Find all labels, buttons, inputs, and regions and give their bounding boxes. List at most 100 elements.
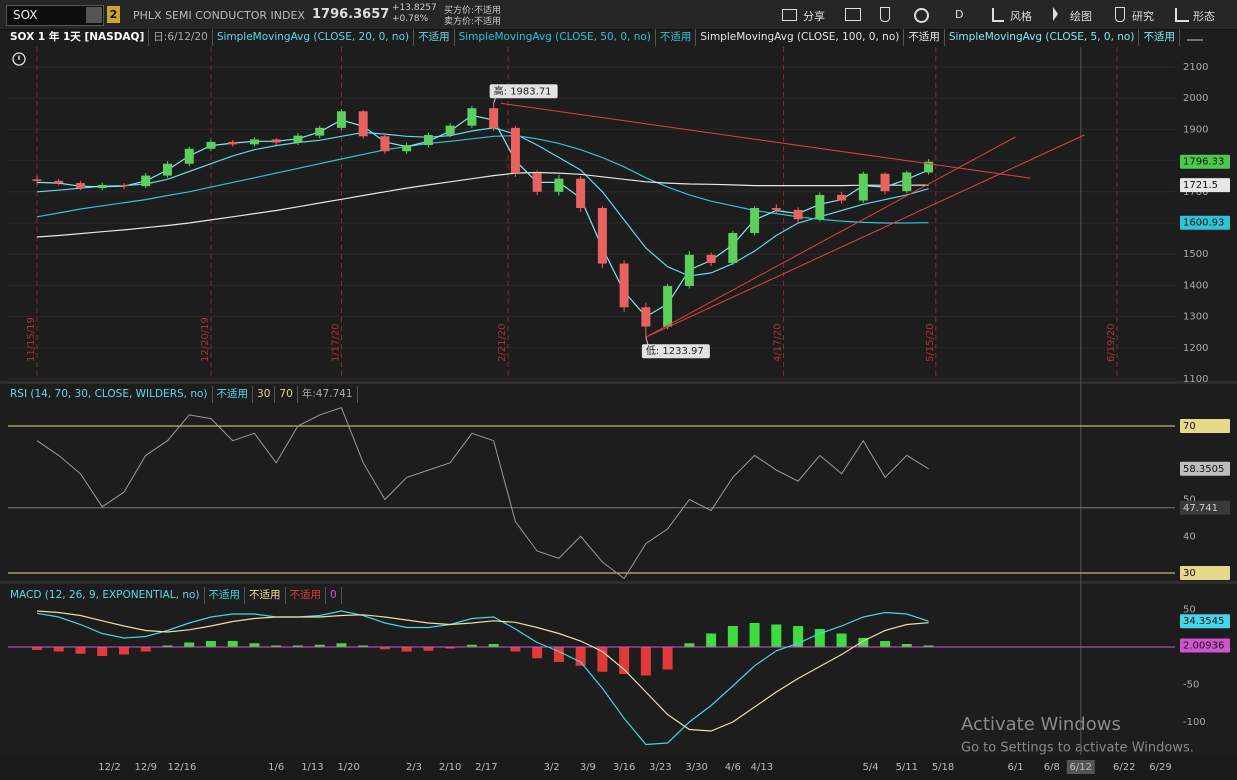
histogram-bar [205,641,216,647]
study-label[interactable]: SimpleMovingAvg (CLOSE, 100, 0, no) [696,29,905,46]
rsi-header: RSI (14, 70, 30, CLOSE, WILDERS, no) 不适用… [6,386,358,403]
x-tick-label: 3/9 [580,762,596,773]
candle-body [141,175,151,187]
x-tick-label: 5/4 [863,762,879,773]
expiration-label: 1/17/20 [330,323,341,362]
messages-button[interactable] [845,8,861,21]
chart-label: SOX 1 年 1天 [NASDAQ] [6,29,150,46]
expiration-label: 12/20/19 [200,317,211,362]
study-label[interactable]: RSI (14, 70, 30, CLOSE, WILDERS, no) [6,386,213,403]
style-button[interactable]: 风格 [1010,10,1032,23]
study-last-label: 1600.93 [1183,218,1224,229]
oversold-label: 30 [253,386,276,403]
histogram-bar [118,647,129,655]
candle-body [358,111,368,137]
level-label-box [1180,566,1230,581]
study-label[interactable]: SimpleMovingAvg (CLOSE, 5, 0, no) [945,29,1140,46]
overbought-label: 70 [275,386,298,403]
drawing-button[interactable]: 绘图 [1070,10,1092,23]
candle-body [771,208,781,210]
histogram-bar [619,647,630,674]
histogram-bar [423,647,434,651]
candle-body [902,172,912,192]
flask-button[interactable] [880,7,890,22]
histogram-bar [814,629,825,647]
histogram-bar [31,647,42,650]
settings-button[interactable] [914,8,929,23]
histogram-bar [466,644,477,647]
symbol-input[interactable]: SOX [6,5,104,26]
expiration-label: 11/15/19 [26,317,37,362]
panel-separator [0,581,1237,584]
y-tick-label: 1900 [1183,124,1208,135]
candle-body [336,111,346,128]
x-tick-label: 12/9 [134,762,156,773]
annotation-box [641,344,710,359]
studies-icon [1115,7,1125,22]
x-tick-label: 5/11 [896,762,918,773]
candle-body [119,184,129,187]
chart-date: 日:6/12/20 [149,29,213,46]
year-average-value-box [1180,500,1230,515]
net-change: +13.8257 [392,3,437,13]
candle-body [97,184,107,189]
histogram-bar [684,643,695,647]
histogram-bar [532,647,543,659]
percent-change: +0.78% [392,14,429,24]
patterns-button[interactable]: 形态 [1193,10,1215,23]
studies-button[interactable]: 研究 [1132,10,1154,23]
y-tick-label: -100 [1183,717,1206,728]
study-status: 不适用 [904,29,945,46]
x-tick-label: 1/6 [268,762,284,773]
year-average-label: 年:47.741 [298,386,358,403]
study-label[interactable]: SimpleMovingAvg (CLOSE, 50, 0, no) [455,29,656,46]
last-price-label-box [1180,154,1230,169]
candle-body [402,144,412,152]
period-button[interactable]: D [955,8,964,21]
histogram-bar [249,643,260,647]
study-status: 不适用 [213,386,254,403]
description: PHLX SEMI CONDUCTOR INDEX [133,9,305,22]
x-tick-label: 3/2 [544,762,560,773]
histogram-bar [184,642,195,647]
x-tick-label: 6/1 [1007,762,1023,773]
alert-icon[interactable] [12,52,26,66]
link-badge[interactable]: 2 [107,6,120,23]
study-label[interactable]: SimpleMovingAvg (CLOSE, 20, 0, no) [213,29,415,46]
symbol-dropdown[interactable] [86,7,102,23]
share-button[interactable]: 分享 [803,10,825,23]
last-price-label: 1796.33 [1183,157,1224,168]
rsi-last-label: 58.3505 [1183,464,1224,475]
study-status: 不适用 [205,587,245,604]
y-tick-label: 2000 [1183,93,1208,104]
histogram-last-label: 2.00936 [1183,640,1224,651]
x-tick-label: 2/3 [406,762,422,773]
rsi-last-label-box [1180,461,1230,476]
expiration-label: 2/21/20 [497,323,508,362]
study-status: 不适用 [1139,29,1180,46]
macd-last-label-box [1180,614,1230,629]
share-icon [782,9,797,21]
patterns-icon [1175,8,1189,22]
candle-body [576,178,586,209]
y-tick-label: 1400 [1183,280,1208,291]
histogram-bar [662,647,673,670]
candle-body [793,209,803,220]
candle-body [380,136,390,152]
candle-body [510,127,520,174]
candle-body [293,135,303,143]
trendline [645,136,1016,338]
x-tick-label: 3/23 [649,762,671,773]
y-tick-label: 2100 [1183,62,1208,73]
histogram-bar [271,645,282,647]
histogram-bar [75,647,86,654]
histogram-bar [488,644,499,647]
study-label[interactable]: MACD (12, 26, 9, EXPONENTIAL, no) [6,587,205,604]
histogram-bar [901,644,912,647]
candle-body [32,179,42,181]
histogram-bar [401,647,412,652]
histogram-bar [510,647,521,652]
watermark-subtitle: Go to Settings to activate Windows. [961,741,1194,756]
candle-body [728,232,738,263]
